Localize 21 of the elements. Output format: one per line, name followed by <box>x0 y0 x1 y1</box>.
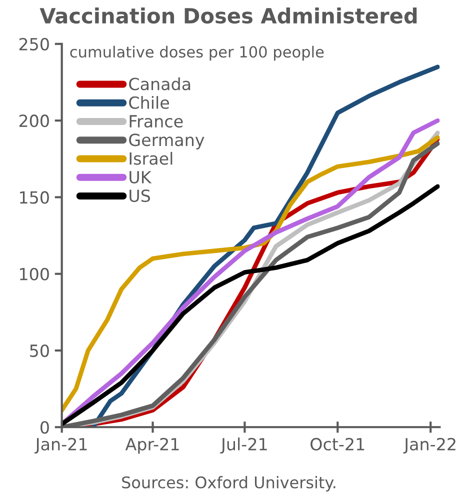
y-tick-label: 150 <box>20 191 49 204</box>
legend-label: Canada <box>129 77 190 90</box>
legend-label: UK <box>130 171 152 184</box>
y-tick-label: 200 <box>19 114 49 128</box>
x-tick-label: Jan-21 <box>34 438 87 454</box>
y-tick-label: 50 <box>30 344 49 358</box>
chart-subtitle: cumulative doses per 100 people <box>70 46 324 61</box>
legend-label: US <box>130 189 150 202</box>
legend-label: Germany <box>129 134 204 150</box>
x-tick-label: Jul-21 <box>220 438 267 454</box>
legend-label: Chile <box>129 96 169 109</box>
legend-label: France <box>130 115 183 128</box>
x-tick-label: Jan-22 <box>403 438 456 454</box>
chart-title: Vaccination Doses Administered <box>40 7 417 24</box>
y-tick-label: 250 <box>19 38 49 50</box>
x-tick-label: Apr-21 <box>125 438 179 454</box>
legend-label: Israel <box>130 152 172 165</box>
y-tick-label: 100 <box>20 268 49 280</box>
y-tick-label: 0 <box>40 421 49 434</box>
x-tick-label: Oct-21 <box>310 438 364 450</box>
source-note: Sources: Oxford University. <box>122 476 336 492</box>
